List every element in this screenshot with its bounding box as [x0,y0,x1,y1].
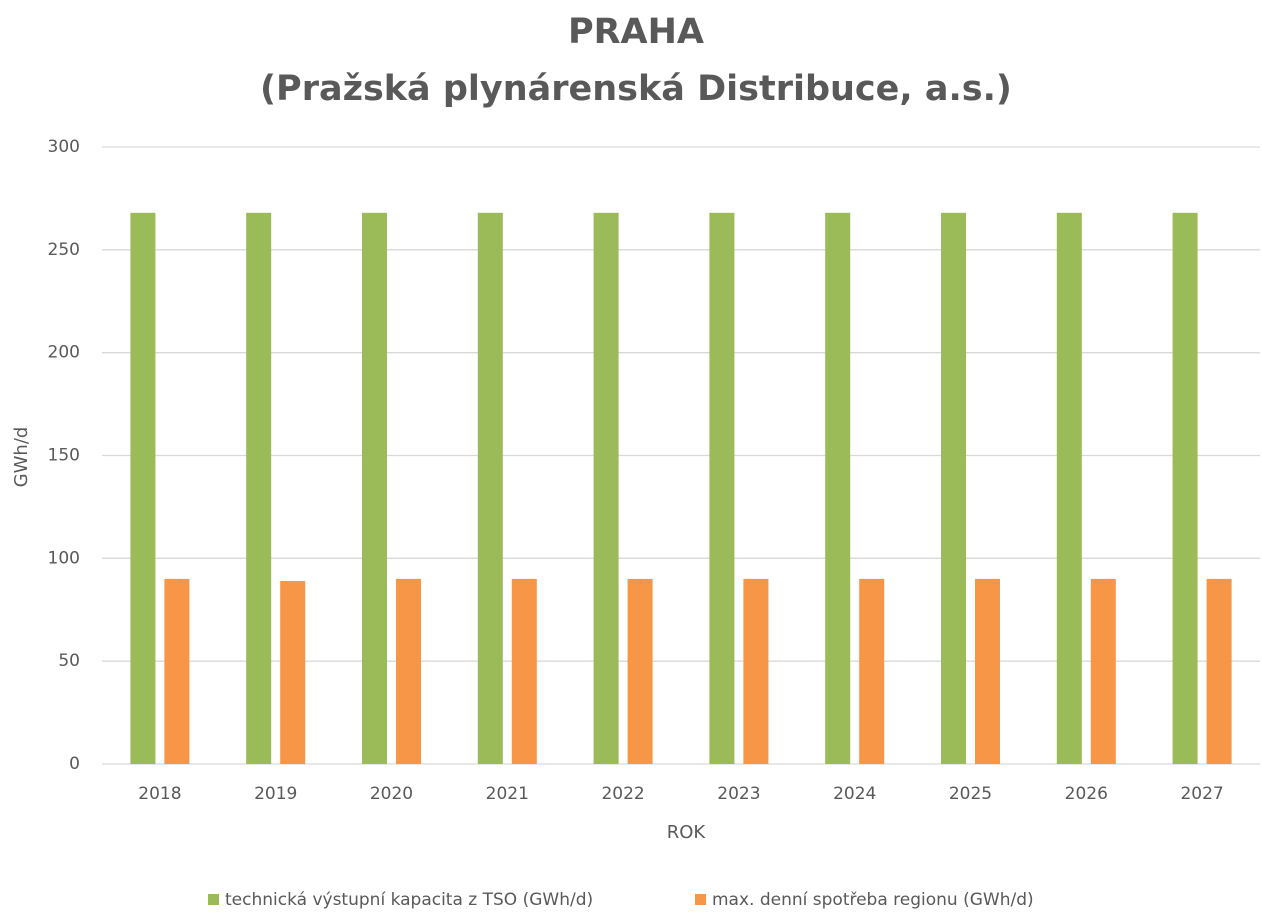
bar [593,212,619,764]
chart-title: PRAHA [568,12,704,52]
bar [164,578,190,764]
chart-subtitle: (Pražská plynárenská Distribuce, a.s.) [260,69,1012,109]
bar [1090,578,1116,764]
x-tick-label: 2024 [833,784,876,804]
bar [975,578,1000,764]
y-tick-label: 100 [48,548,80,568]
x-tick-label: 2027 [1180,784,1223,804]
x-tick-label: 2026 [1065,784,1108,804]
y-tick-label: 250 [48,240,80,260]
y-tick-label: 0 [69,754,80,774]
x-tick-label: 2025 [949,784,992,804]
bar [627,578,653,764]
x-tick-label: 2023 [717,784,760,804]
y-tick-label: 50 [58,651,80,671]
legend-label: technická výstupní kapacita z TSO (GWh/d… [225,890,593,910]
bar [511,578,537,764]
y-axis-label: GWh/d [11,427,32,488]
y-tick-label: 300 [48,137,80,157]
y-tick-label: 200 [48,343,80,363]
bar [362,212,387,764]
bar [396,578,421,764]
x-tick-label: 2020 [370,784,413,804]
legend-swatch [208,894,219,905]
bar [280,580,306,764]
bar [709,212,735,764]
bar [825,212,851,764]
bar [477,212,503,764]
bar [859,578,885,764]
bar [246,212,272,764]
bar [1206,578,1232,764]
bar [130,212,156,764]
y-tick-label: 150 [48,446,80,466]
bar [743,578,769,764]
bar [941,212,966,764]
x-tick-label: 2021 [486,784,529,804]
legend-swatch [695,894,706,905]
bar [1172,212,1198,764]
legend-label: max. denní spotřeba regionu (GWh/d) [712,890,1034,910]
x-tick-label: 2018 [138,784,181,804]
x-tick-label: 2019 [254,784,297,804]
x-axis-label: ROK [667,822,707,843]
bar [1056,212,1082,764]
x-tick-label: 2022 [601,784,644,804]
